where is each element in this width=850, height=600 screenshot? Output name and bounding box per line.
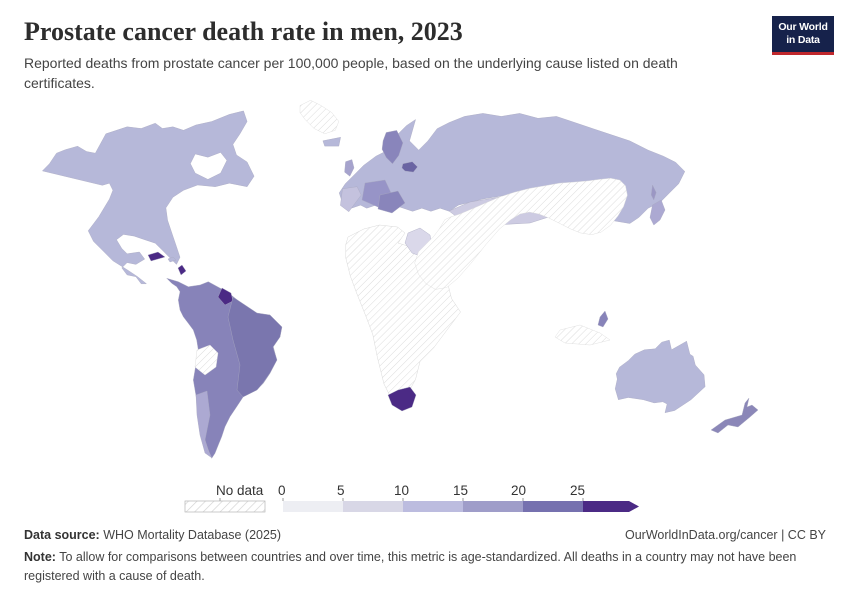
svg-text:0: 0 bbox=[278, 483, 286, 498]
svg-text:20: 20 bbox=[511, 483, 526, 498]
svg-text:No data: No data bbox=[216, 483, 264, 498]
svg-text:5: 5 bbox=[337, 483, 345, 498]
svg-text:10: 10 bbox=[394, 483, 409, 498]
svg-text:25: 25 bbox=[570, 483, 585, 498]
svg-text:15: 15 bbox=[453, 483, 468, 498]
